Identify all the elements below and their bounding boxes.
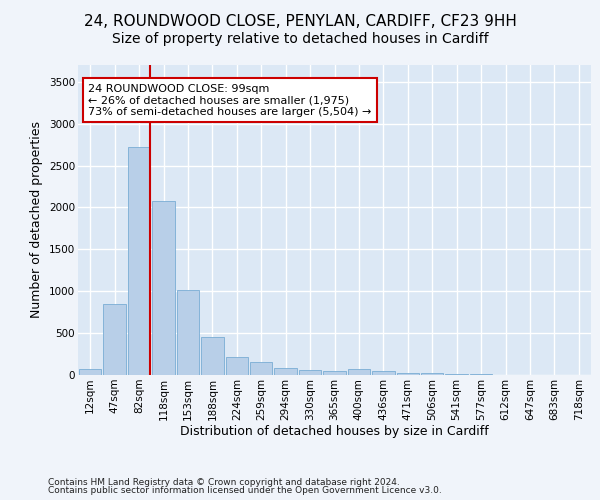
Bar <box>445 374 468 375</box>
X-axis label: Distribution of detached houses by size in Cardiff: Distribution of detached houses by size … <box>180 426 489 438</box>
Bar <box>397 373 419 375</box>
Bar <box>128 147 151 375</box>
Bar <box>274 368 297 375</box>
Bar <box>299 370 322 375</box>
Bar <box>226 358 248 375</box>
Text: Contains HM Land Registry data © Crown copyright and database right 2024.: Contains HM Land Registry data © Crown c… <box>48 478 400 487</box>
Bar <box>347 369 370 375</box>
Bar <box>421 374 443 375</box>
Y-axis label: Number of detached properties: Number of detached properties <box>31 122 43 318</box>
Bar <box>323 371 346 375</box>
Bar <box>103 304 126 375</box>
Bar <box>250 362 272 375</box>
Bar <box>79 368 101 375</box>
Text: 24, ROUNDWOOD CLOSE, PENYLAN, CARDIFF, CF23 9HH: 24, ROUNDWOOD CLOSE, PENYLAN, CARDIFF, C… <box>83 14 517 29</box>
Text: Size of property relative to detached houses in Cardiff: Size of property relative to detached ho… <box>112 32 488 46</box>
Bar <box>201 337 224 375</box>
Text: 24 ROUNDWOOD CLOSE: 99sqm
← 26% of detached houses are smaller (1,975)
73% of se: 24 ROUNDWOOD CLOSE: 99sqm ← 26% of detac… <box>88 84 371 117</box>
Bar <box>372 371 395 375</box>
Bar <box>470 374 493 375</box>
Bar <box>152 200 175 375</box>
Bar <box>176 290 199 375</box>
Text: Contains public sector information licensed under the Open Government Licence v3: Contains public sector information licen… <box>48 486 442 495</box>
